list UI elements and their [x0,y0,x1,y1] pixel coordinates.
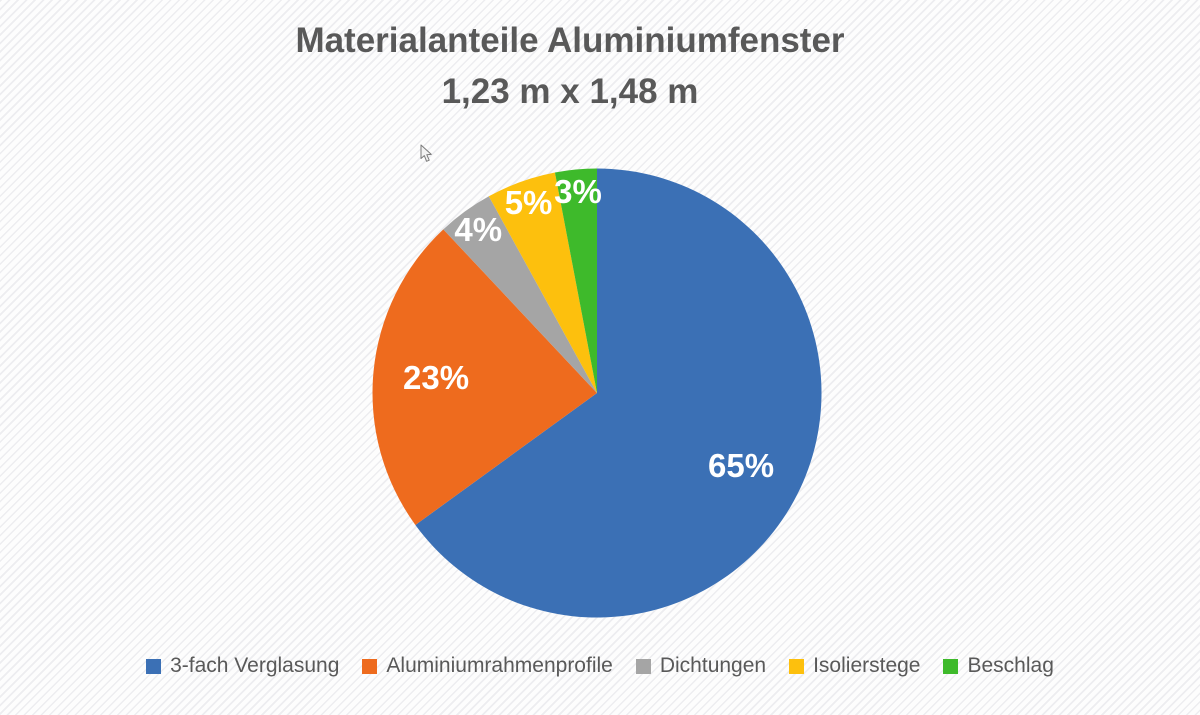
pie-plot-area [372,168,822,618]
legend-swatch-green-icon [943,658,959,674]
legend-item-dichtungen[interactable]: Dichtungen [635,654,767,678]
legend-item-3-fach-verglasung[interactable]: 3-fach Verglasung [146,654,339,678]
legend-item-aluminiumrahmenprofile[interactable]: Aluminiumrahmenprofile [362,654,613,678]
pie-slice-isolierstege[interactable] [488,172,597,393]
legend-label: Aluminiumrahmenprofile [386,654,613,677]
legend-swatch-yellow-icon [789,658,805,674]
pie-data-label-beschlag: 3% [554,172,602,210]
pie-slice-3-fach-verglasung[interactable] [415,168,822,618]
pie-slice-dichtungen[interactable] [443,196,597,393]
pie-slice-aluminiumrahmenprofile[interactable] [372,229,597,525]
chart-title-line1: Materialanteile Aluminiumfenster [295,21,845,60]
pie-data-label-dichtungen: 4% [454,210,503,248]
pie-data-label-3-fach-verglasung: 65% [707,447,775,485]
pie-chart: 65% 23% 4% 5% 3% [372,168,822,618]
legend-item-isolierstege[interactable]: Isolierstege [789,654,920,678]
chart-title-line2: 1,23 m x 1,48 m [441,72,699,111]
legend-label: Beschlag [967,654,1054,677]
legend-label: Dichtungen [659,654,767,677]
pie-data-label-aluminiumrahmenprofile: 23% [403,358,470,396]
legend-label: Isolierstege [813,654,921,677]
mouse-cursor-icon [420,144,432,162]
pie-slice-beschlag[interactable] [554,168,597,394]
legend-item-beschlag[interactable]: Beschlag [943,654,1054,678]
legend-swatch-gray-icon [635,658,651,674]
legend-swatch-blue-icon [146,658,162,674]
chart-legend: 3-fach Verglasung Aluminiumrahmenprofile… [0,654,1200,678]
pie-data-label-isolierstege: 5% [504,183,553,221]
chart-title: Materialanteile Aluminiumfenster 1,23 m … [0,15,1170,117]
legend-swatch-orange-icon [362,658,378,674]
legend-label: 3-fach Verglasung [170,654,340,677]
